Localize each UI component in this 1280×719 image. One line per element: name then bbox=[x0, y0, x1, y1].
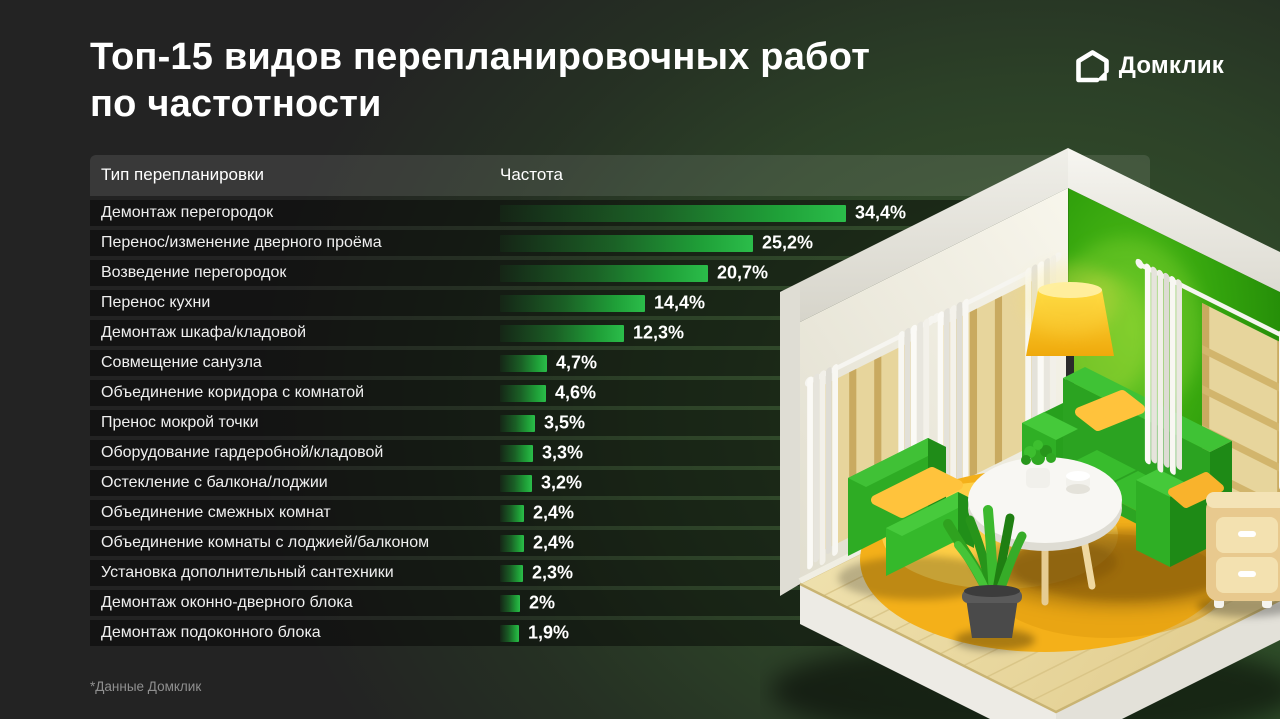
row-label: Демонтаж подоконного блока bbox=[101, 624, 321, 641]
row-label: Остекление с балкона/лоджии bbox=[101, 474, 328, 491]
row-value: 20,7% bbox=[717, 262, 769, 283]
armchair-pillow bbox=[871, 467, 963, 518]
row-label: Перенос/изменение дверного проёма bbox=[101, 234, 382, 251]
row-label: Объединение коридора с комнатой bbox=[101, 384, 365, 401]
frequency-bar bbox=[500, 565, 523, 582]
row-label: Установка дополнительный сантехники bbox=[101, 564, 394, 581]
row-label: Совмещение санузла bbox=[101, 354, 262, 371]
page-title: Топ-15 видов перепланировочных работ по … bbox=[90, 34, 870, 128]
footnote: *Данные Домклик bbox=[90, 679, 202, 694]
row-value: 14,4% bbox=[654, 292, 706, 313]
table-cup bbox=[1066, 471, 1090, 494]
frequency-bar bbox=[500, 505, 524, 522]
row-value: 25,2% bbox=[762, 232, 814, 253]
frequency-bar bbox=[500, 415, 535, 432]
frequency-bar bbox=[500, 205, 846, 222]
nightstand bbox=[1197, 492, 1280, 617]
row-value: 4,6% bbox=[555, 382, 597, 403]
row-value: 2% bbox=[529, 592, 556, 613]
row-label: Возведение перегородок bbox=[101, 264, 287, 281]
frequency-bar bbox=[500, 385, 546, 402]
row-label: Перенос кухни bbox=[101, 294, 211, 311]
row-label: Оборудование гардеробной/кладовой bbox=[101, 444, 384, 461]
left-wall-end bbox=[780, 282, 800, 596]
domclick-logo-text: Домклик bbox=[1118, 52, 1224, 79]
frequency-bar bbox=[500, 295, 645, 312]
domclick-house-icon bbox=[1075, 50, 1109, 83]
row-label: Объединение смежных комнат bbox=[101, 504, 331, 521]
row-label: Демонтаж перегородок bbox=[101, 204, 274, 221]
potted-plant bbox=[943, 505, 1035, 651]
row-value: 2,4% bbox=[533, 502, 575, 523]
armchair bbox=[838, 438, 998, 600]
frequency-bar bbox=[500, 325, 624, 342]
title-line-2: по частотности bbox=[90, 83, 382, 125]
row-value: 1,9% bbox=[528, 622, 570, 643]
frequency-bar bbox=[500, 235, 753, 252]
column-header-frequency: Частота bbox=[500, 165, 564, 184]
row-value: 4,7% bbox=[556, 352, 598, 373]
row-value: 3,3% bbox=[542, 442, 584, 463]
domclick-logo: Домклик bbox=[1074, 48, 1224, 84]
left-wall-rim bbox=[800, 148, 1068, 322]
table-header: Тип перепланировки Частота bbox=[90, 155, 1150, 196]
frequency-bar bbox=[500, 595, 520, 612]
frequency-bar bbox=[500, 475, 532, 492]
frequency-bar bbox=[500, 535, 524, 552]
table-plant bbox=[1021, 440, 1056, 488]
row-value: 2,4% bbox=[533, 532, 575, 553]
row-value: 2,3% bbox=[532, 562, 574, 583]
row-label: Демонтаж оконно-дверного блока bbox=[101, 594, 353, 611]
frequency-bar bbox=[500, 625, 519, 642]
row-value: 12,3% bbox=[633, 322, 685, 343]
row-label: Демонтаж шкафа/кладовой bbox=[101, 324, 307, 341]
row-label: Объединение комнаты с лоджией/балконом bbox=[101, 534, 430, 551]
row-value: 3,2% bbox=[541, 472, 583, 493]
room-illustration bbox=[770, 148, 1280, 719]
right-wall-rim bbox=[1068, 148, 1280, 292]
sofa-pillow bbox=[1075, 390, 1145, 431]
row-label: Пренос мокрой точки bbox=[101, 414, 259, 431]
table-rows: Демонтаж перегородок 34,4% Перенос/измен… bbox=[90, 200, 1150, 650]
frequency-bar bbox=[500, 265, 708, 282]
frequency-bar bbox=[500, 445, 533, 462]
column-header-type: Тип перепланировки bbox=[101, 165, 264, 184]
room-base bbox=[799, 582, 1280, 719]
row-value: 34,4% bbox=[855, 202, 907, 223]
row-value: 3,5% bbox=[544, 412, 586, 433]
frequency-bar bbox=[500, 355, 547, 372]
title-line-1: Топ-15 видов перепланировочных работ bbox=[90, 36, 871, 78]
sofa-cushion-yellow bbox=[1168, 472, 1224, 508]
right-curtains bbox=[1135, 258, 1280, 492]
